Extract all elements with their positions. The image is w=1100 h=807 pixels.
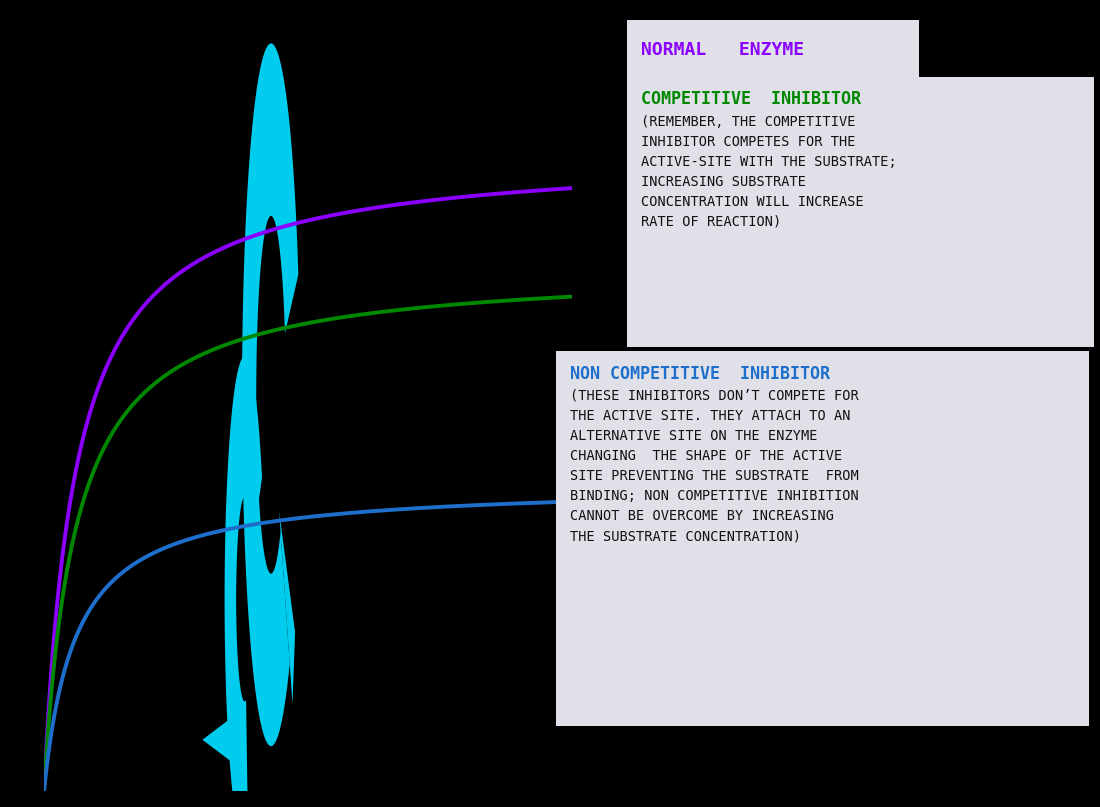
Polygon shape	[202, 708, 244, 771]
Text: NORMAL   ENZYME: NORMAL ENZYME	[641, 41, 804, 60]
Text: (THESE INHIBITORS DON’T COMPETE FOR
THE ACTIVE SITE. THEY ATTACH TO AN
ALTERNATI: (THESE INHIBITORS DON’T COMPETE FOR THE …	[570, 389, 859, 543]
Text: (REMEMBER, THE COMPETITIVE
INHIBITOR COMPETES FOR THE
ACTIVE-SITE WITH THE SUBST: (REMEMBER, THE COMPETITIVE INHIBITOR COM…	[641, 115, 898, 229]
Polygon shape	[245, 679, 249, 807]
Text: COMPETITIVE  INHIBITOR: COMPETITIVE INHIBITOR	[641, 90, 861, 108]
Polygon shape	[279, 512, 295, 705]
Polygon shape	[224, 357, 262, 807]
Polygon shape	[242, 44, 298, 746]
Text: NON COMPETITIVE  INHIBITOR: NON COMPETITIVE INHIBITOR	[570, 365, 829, 383]
